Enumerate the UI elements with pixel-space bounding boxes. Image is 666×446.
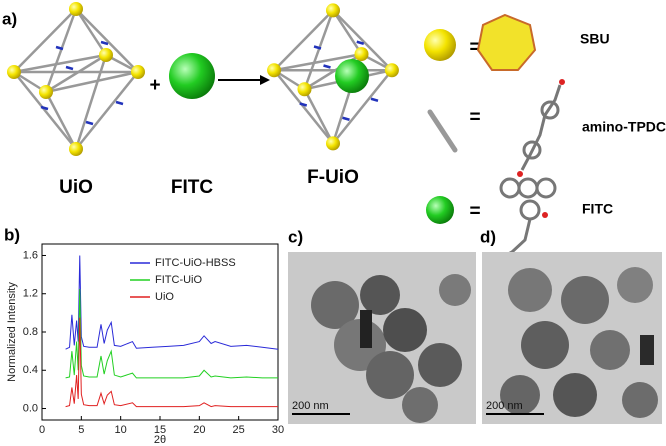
legend-label: FITC-UiO <box>155 274 202 286</box>
strut <box>332 9 393 72</box>
series-line <box>65 255 279 350</box>
amine <box>40 105 49 111</box>
scale-label: 200 nm <box>486 400 523 412</box>
strut <box>303 88 335 144</box>
y-tick-label: 1.2 <box>23 288 38 300</box>
fitc-label: FITC <box>171 177 213 198</box>
x-tick-label: 15 <box>154 424 166 436</box>
equals: = <box>469 37 480 58</box>
strut <box>74 8 108 56</box>
sbu-node <box>131 65 145 79</box>
fitc-icon <box>494 177 557 263</box>
equals: = <box>469 107 480 128</box>
amine <box>370 97 379 102</box>
y-tick-label: 0.4 <box>23 364 38 376</box>
strut <box>273 52 362 72</box>
equals: = <box>469 201 480 222</box>
linker-label: amino-TPDC <box>582 119 666 135</box>
fuio-structure <box>267 3 399 151</box>
strut <box>331 9 363 55</box>
sbu-node <box>69 2 83 16</box>
amine <box>55 45 64 51</box>
amine <box>299 102 308 107</box>
uio-label: UiO <box>59 177 93 198</box>
sbu-sphere <box>424 29 456 61</box>
arrow-head <box>260 75 270 85</box>
strut <box>273 69 334 145</box>
x-tick-label: 10 <box>115 424 127 436</box>
amine <box>65 65 74 71</box>
sbu-node <box>326 136 340 151</box>
strut <box>273 9 334 72</box>
series-line <box>65 317 278 408</box>
sbu-node <box>326 3 340 18</box>
linker-icon <box>517 79 565 177</box>
strut <box>332 69 393 145</box>
sbu-label: SBU <box>580 31 610 47</box>
x-tick-label: 30 <box>272 424 284 436</box>
x-axis-title: 2θ <box>154 434 166 446</box>
series-line <box>65 288 278 379</box>
amine <box>85 120 94 126</box>
strut <box>303 9 335 90</box>
amine <box>342 116 350 121</box>
sbu-node <box>384 63 399 78</box>
strut <box>13 8 77 73</box>
strut <box>44 91 78 150</box>
strut <box>44 8 78 93</box>
y-axis-title: Normalized Intensity <box>6 282 18 382</box>
strut <box>45 53 107 94</box>
y-tick-label: 0.8 <box>23 326 38 338</box>
fitc-sphere <box>169 53 215 99</box>
amine <box>313 45 322 50</box>
panel-label: c) <box>288 227 303 246</box>
sbu-node <box>99 48 113 62</box>
amine <box>323 64 331 69</box>
x-tick-label: 0 <box>39 424 45 436</box>
sbu-node <box>7 65 21 79</box>
sbu-icon <box>476 13 537 71</box>
sbu-node <box>69 142 83 156</box>
fitc-inside <box>335 59 369 93</box>
tem-image-d <box>482 252 662 424</box>
strut <box>75 71 139 150</box>
strut <box>13 71 77 150</box>
legend-label: UiO <box>155 291 174 303</box>
sbu-node <box>354 47 369 62</box>
uio-structure <box>7 2 145 156</box>
strut <box>45 70 139 94</box>
sbu-node <box>39 85 53 99</box>
x-tick-label: 20 <box>193 424 205 436</box>
xrd-plot: 0 5 10 15 20 25 30 0.0 0.4 0.8 1.2 1.6 2θ Normalized … <box>6 243 284 446</box>
y-tick-label: 0.0 <box>23 402 38 414</box>
plus: + <box>149 75 160 96</box>
amine <box>100 40 109 46</box>
strut <box>13 53 107 74</box>
scale-label: 200 nm <box>292 400 329 412</box>
amine <box>356 40 365 45</box>
sbu-node <box>267 63 282 78</box>
linker-rod <box>427 109 458 153</box>
legend-label: FITC-UiO-HBSS <box>155 257 236 269</box>
strut <box>75 8 139 73</box>
x-tick-label: 5 <box>78 424 84 436</box>
panel-label: b) <box>4 225 20 244</box>
amine <box>115 100 124 106</box>
x-tick-label: 25 <box>233 424 245 436</box>
y-tick-label: 1.6 <box>23 249 38 261</box>
fitc-legend-label: FITC <box>582 201 613 217</box>
strut <box>74 54 108 150</box>
sbu-node <box>297 82 312 97</box>
panel-label: a) <box>2 9 17 28</box>
tem-image-c <box>288 252 476 424</box>
fitc-legend-sphere <box>426 196 454 224</box>
panel-label: d) <box>480 227 496 246</box>
fuio-label: F-UiO <box>307 167 359 188</box>
